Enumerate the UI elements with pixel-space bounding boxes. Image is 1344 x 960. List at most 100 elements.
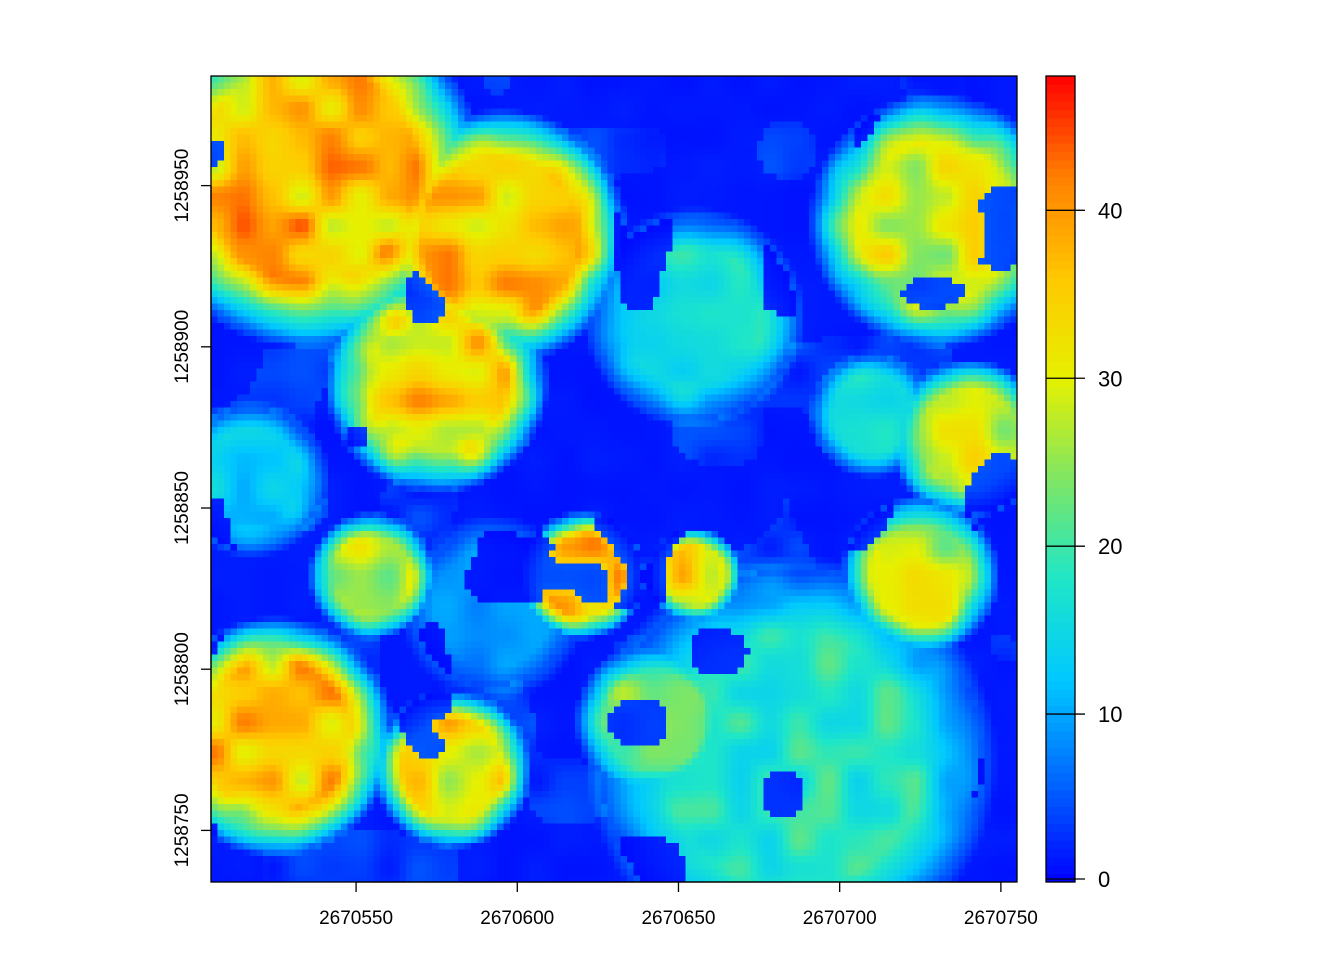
raster-cell [477,258,485,266]
raster-cell [484,271,492,279]
raster-cell [874,128,882,136]
raster-cell [633,167,641,175]
raster-cell [926,329,934,337]
raster-cell [698,134,706,142]
raster-cell [893,297,901,305]
raster-cell [815,206,823,214]
raster-cell [796,82,804,90]
raster-cell [685,128,693,136]
raster-cell [529,154,537,162]
raster-cell [601,238,609,246]
raster-cell [575,160,583,168]
raster-cell [919,245,927,253]
raster-cell [516,199,524,207]
raster-cell [679,193,687,201]
raster-cell [867,95,875,103]
raster-cell [893,271,901,279]
raster-cell [1010,316,1017,324]
raster-cell [783,232,791,240]
raster-cell [893,147,901,155]
raster-cell [874,89,882,97]
raster-cell [594,264,602,272]
raster-cell [718,238,726,246]
raster-cell [919,271,927,279]
raster-cell [835,134,843,142]
raster-cell [822,329,830,337]
raster-cell [393,238,401,246]
raster-cell [731,245,739,253]
raster-cell [386,95,394,103]
raster-cell [698,264,706,272]
raster-cell [841,82,849,90]
raster-cell [321,323,329,331]
raster-cell [523,115,531,123]
raster-cell [757,173,765,181]
raster-cell [991,290,999,298]
raster-cell [367,167,375,175]
raster-cell [549,76,557,84]
raster-cell [887,160,895,168]
raster-cell [269,316,277,324]
raster-cell [893,102,901,110]
raster-cell [854,95,862,103]
raster-cell [841,297,849,305]
raster-cell [523,199,531,207]
raster-cell [620,303,628,311]
raster-cell [718,89,726,97]
raster-cell [386,225,394,233]
raster-cell [464,108,472,116]
raster-cell [230,206,238,214]
raster-cell [471,212,479,220]
raster-cell [620,277,628,285]
raster-cell [380,82,388,90]
raster-cell [991,232,999,240]
raster-cell [822,167,830,175]
raster-cell [913,323,921,331]
raster-cell [321,76,329,84]
raster-cell [913,147,921,155]
raster-cell [451,193,459,201]
raster-cell [939,186,947,194]
raster-cell [282,95,290,103]
raster-cell [211,219,219,227]
raster-cell [276,251,284,259]
raster-cell [770,316,778,324]
raster-cell [971,225,979,233]
raster-cell [484,102,492,110]
raster-cell [464,264,472,272]
raster-cell [971,277,979,285]
raster-cell [796,206,804,214]
raster-cell [269,264,277,272]
raster-cell [588,297,596,305]
raster-cell [581,193,589,201]
raster-cell [412,225,420,233]
raster-cell [679,297,687,305]
raster-cell [575,303,583,311]
raster-cell [874,180,882,188]
raster-cell [971,102,979,110]
raster-cell [744,134,752,142]
raster-cell [978,271,986,279]
raster-cell [373,251,381,259]
raster-cell [594,173,602,181]
raster-cell [978,310,986,318]
raster-cell [536,290,544,298]
raster-cell [822,102,830,110]
raster-cell [250,95,258,103]
raster-cell [1010,277,1017,285]
raster-cell [451,212,459,220]
raster-cell [926,297,934,305]
raster-cell [796,245,804,253]
raster-cell [913,82,921,90]
raster-cell [763,121,771,129]
raster-cell [503,95,511,103]
raster-cell [828,251,836,259]
raster-cell [302,310,310,318]
raster-cell [516,102,524,110]
raster-cell [984,154,992,162]
raster-cell [646,134,654,142]
raster-cell [302,297,310,305]
raster-cell [445,173,453,181]
raster-cell [646,154,654,162]
raster-cell [913,271,921,279]
